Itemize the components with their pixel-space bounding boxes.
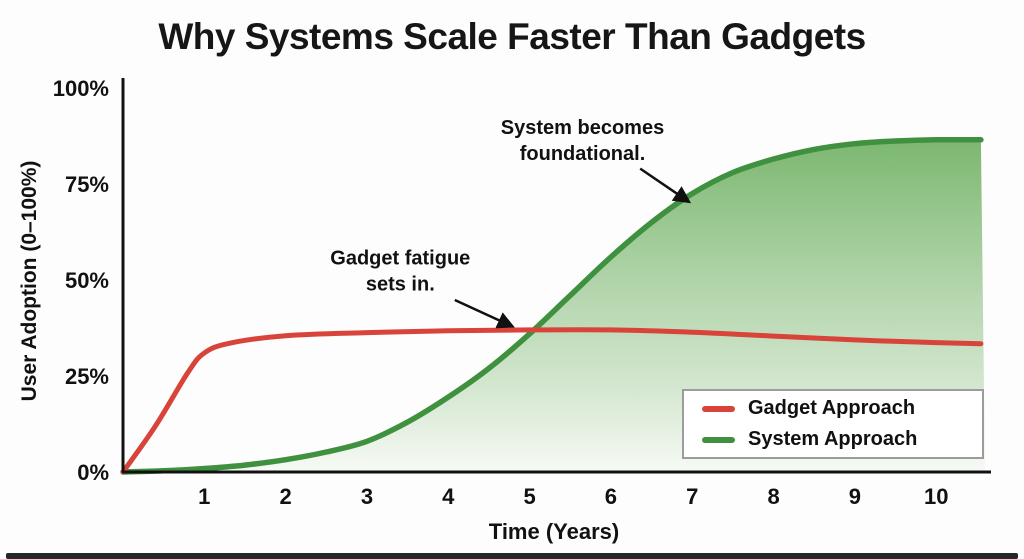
annotation-arrow-0 [639,167,692,204]
x-tick-label: 2 [279,484,291,509]
y-tick-label: 50% [65,268,109,293]
system-area [123,139,985,472]
system-line [120,136,984,475]
x-tick-label: 10 [924,484,948,509]
x-tick-label: 4 [442,484,455,509]
y-tick-label: 25% [65,364,109,389]
y-tick-label: 0% [77,460,109,485]
y-tick-label: 75% [65,172,109,197]
legend-label-system: System Approach [748,428,918,450]
annotation-text-0: System becomes foundational. [501,117,664,165]
system-line-swatch [702,436,735,443]
gadget-line [120,327,984,475]
chart-title: Why Systems Scale Faster Than Gadgets [158,16,866,57]
x-tick-label: 3 [361,484,373,509]
y-tick-label: 100% [53,76,109,101]
annotation-arrow-1 [454,298,515,329]
legend: Gadget Approach System Approach [682,389,984,459]
x-tick-label: 7 [686,484,698,509]
annotation-text-1: Gadget fatigue sets in. [330,248,470,296]
x-axis-label: Time (Years) [488,519,620,544]
x-tick-label: 5 [523,484,535,509]
x-tick-label: 9 [849,484,861,509]
x-tick-label: 6 [605,484,617,509]
legend-row-gadget: Gadget Approach [702,397,982,420]
legend-label-gadget: Gadget Approach [748,397,916,419]
y-axis-label: User Adoption (0–100%) [18,160,41,402]
gadget-line-swatch [702,405,735,412]
x-tick-label: 8 [767,484,779,509]
cropped-caption-strip [6,553,1018,559]
legend-row-system: System Approach [702,428,982,451]
x-tick-label: 1 [198,484,210,509]
